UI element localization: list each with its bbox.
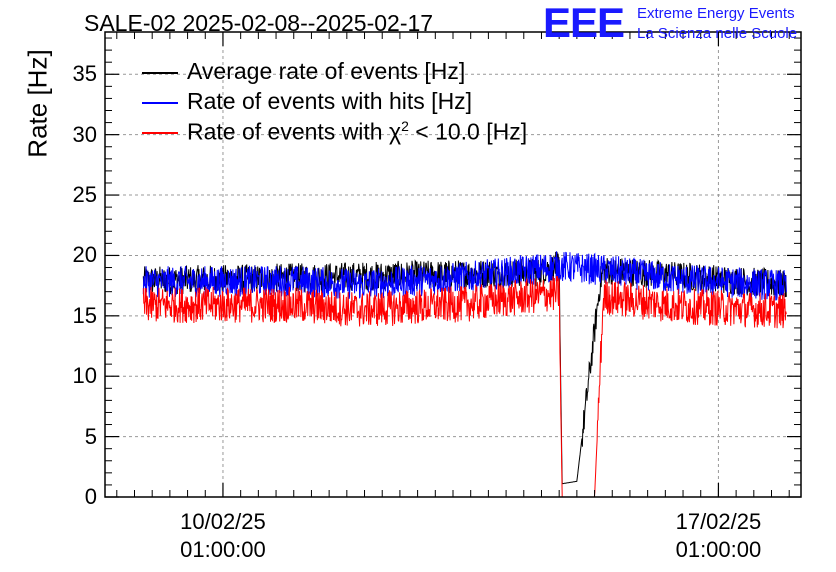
legend-swatch-average — [142, 72, 178, 74]
grid-lines — [105, 32, 801, 497]
y-tick-label: 0 — [84, 484, 97, 509]
x-tick-time: 01:00:00 — [675, 537, 762, 562]
x-tick-time: 01:00:00 — [180, 537, 266, 562]
series-layer — [142, 251, 787, 498]
legend-swatch-chi2 — [142, 132, 178, 134]
y-tick-label: 10 — [72, 363, 97, 389]
x-tick-date: 10/02/25 — [180, 509, 266, 534]
axis-ticks — [105, 32, 801, 498]
x-tick-label: 17/02/25 01:00:00 — [648, 508, 788, 564]
y-tick-label: 25 — [72, 182, 97, 208]
legend-chi2-suffix: < 10.0 [Hz] — [408, 118, 528, 145]
legend-label-chi2: Rate of events with χ2 < 10.0 [Hz] — [187, 118, 527, 146]
x-tick-date: 17/02/25 — [675, 509, 762, 534]
series-line-2 — [142, 276, 787, 498]
y-tick-label: 20 — [72, 242, 97, 268]
y-tick-label: 5 — [84, 423, 97, 449]
x-tick-label: 10/02/25 01:00:00 — [153, 508, 293, 564]
legend-label-hits: Rate of events with hits [Hz] — [187, 88, 473, 114]
y-tick-label: 30 — [72, 121, 97, 147]
y-tick-label: 35 — [72, 61, 97, 87]
legend-swatch-hits — [142, 102, 178, 104]
legend-chi-superscript: 2 — [401, 118, 409, 134]
legend-chi2-prefix: Rate of events with — [187, 118, 389, 145]
legend-label-average: Average rate of events [Hz] — [187, 58, 466, 84]
logo-line-1: Extreme Energy Events — [637, 5, 795, 22]
chart-title: SALE-02 2025-02-08--2025-02-17 — [84, 10, 434, 36]
legend-chi-symbol: χ — [389, 118, 402, 145]
eee-logo-mark: EEE — [543, 0, 625, 46]
y-tick-label: 15 — [72, 302, 97, 328]
logo-line-2: La Scienza nelle Scuole — [637, 25, 798, 42]
series-line-1 — [142, 251, 787, 301]
eee-logo-text: Extreme Energy Events La Scienza nelle S… — [637, 4, 797, 44]
